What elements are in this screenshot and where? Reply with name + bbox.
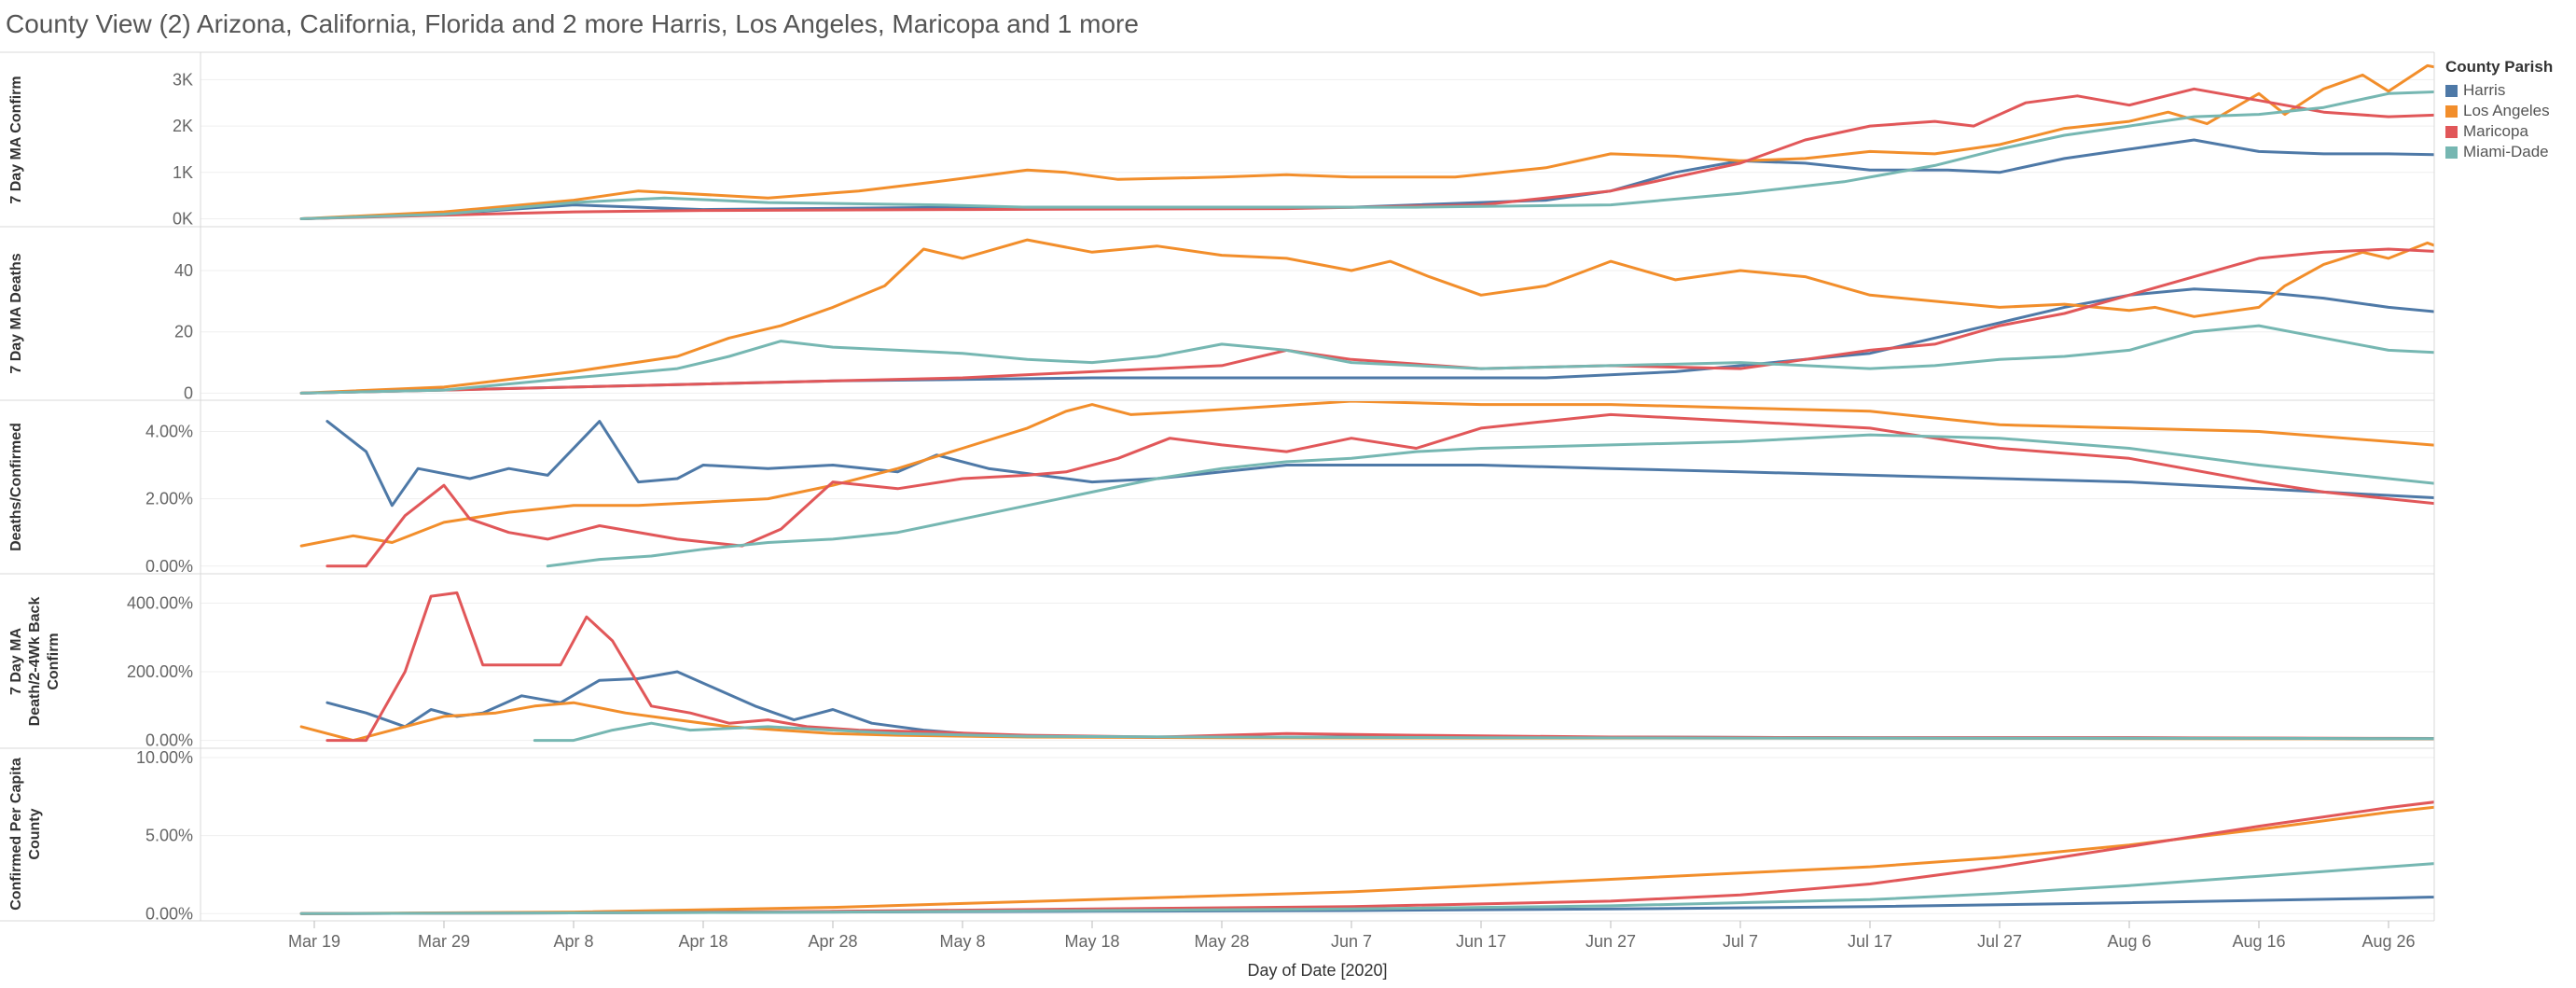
y-tick-label: 2.00% — [145, 490, 193, 508]
series-line-maricopa — [325, 412, 2434, 568]
x-tick-label: May 18 — [1064, 932, 1119, 951]
panel-4: 0.00% 200.00% 400.00% 7 Day MA Death/2-4Wk B… — [0, 591, 2434, 750]
x-tick-label: Mar 29 — [418, 932, 470, 951]
y-axis-label: County — [27, 808, 43, 859]
series-line-harris — [325, 670, 2434, 741]
x-tick-label: Jun 27 — [1586, 932, 1636, 951]
y-tick-label: 40 — [174, 261, 193, 280]
series-line-los-angeles — [299, 63, 2434, 220]
series-line-los-angeles — [299, 401, 2434, 548]
x-tick-label: Aug 6 — [2107, 932, 2151, 951]
legend-swatch — [2445, 104, 2458, 118]
y-tick-label: 3K — [173, 70, 193, 89]
legend-title: County Parish — [2445, 58, 2554, 76]
series-line-miami-dade — [299, 324, 2434, 395]
legend: County Parish Harris Los Angeles Maricopa M… — [2445, 58, 2553, 162]
x-tick-label: Apr 28 — [808, 932, 857, 951]
x-tick-label: Aug 26 — [2361, 932, 2415, 951]
y-tick-label: 400.00% — [127, 593, 193, 612]
y-axis-label: Confirm — [46, 633, 62, 689]
legend-label: Harris — [2463, 81, 2506, 99]
y-tick-label: 0 — [184, 383, 193, 402]
x-tick-label: May 28 — [1194, 932, 1249, 951]
panel-1: 0K 1K 2K 3K 7 Day MA Confirm — [0, 63, 2434, 229]
y-tick-label: 4.00% — [145, 422, 193, 440]
legend-label: Maricopa — [2463, 122, 2528, 140]
y-tick-label: 10.00% — [136, 748, 193, 767]
y-tick-label: 20 — [174, 323, 193, 341]
x-axis-title: Day of Date [2020] — [1247, 961, 1387, 980]
y-axis-label: Confirmed Per Capita — [8, 758, 24, 911]
series-line-los-angeles — [299, 805, 2434, 915]
series-line-miami-dade — [546, 433, 2434, 568]
y-tick-label: 200.00% — [127, 662, 193, 681]
legend-item-harris[interactable]: Harris — [2445, 80, 2553, 101]
legend-item-los-angeles[interactable]: Los Angeles — [2445, 101, 2553, 121]
y-tick-label: 0.00% — [145, 731, 193, 750]
y-tick-label: 0.00% — [145, 557, 193, 576]
series-line-maricopa — [299, 247, 2434, 395]
legend-label: Miami-Dade — [2463, 143, 2549, 160]
x-tick-label: Jul 17 — [1848, 932, 1892, 951]
series-line-los-angeles — [299, 238, 2434, 395]
series-line-harris — [325, 420, 2434, 508]
y-axis-label: Death/2-4Wk Back — [27, 597, 43, 727]
x-tick-label: Apr 18 — [678, 932, 727, 951]
y-tick-label: 0K — [173, 210, 193, 229]
page-title: County View (2) Arizona, California, Flo… — [6, 9, 1139, 38]
legend-swatch — [2445, 84, 2458, 97]
x-tick-label: Jun 17 — [1456, 932, 1506, 951]
y-axis-label: 7 Day MA Deaths — [8, 253, 24, 373]
x-tick-label: Jun 7 — [1331, 932, 1372, 951]
series-line-miami-dade — [299, 862, 2434, 915]
series-line-miami-dade — [533, 721, 2434, 743]
x-tick-label: Apr 8 — [553, 932, 593, 951]
y-axis-label: 7 Day MA Confirm — [8, 76, 24, 203]
x-tick-label: Jul 27 — [1977, 932, 2022, 951]
y-tick-label: 1K — [173, 163, 193, 182]
y-tick-label: 0.00% — [145, 904, 193, 923]
legend-label: Los Angeles — [2463, 102, 2550, 119]
legend-items: Harris Los Angeles Maricopa Miami-Dade — [2445, 80, 2553, 162]
y-tick-label: 2K — [173, 117, 193, 135]
x-tick-label: Jul 7 — [1723, 932, 1758, 951]
legend-swatch — [2445, 146, 2458, 159]
y-axis-label: Deaths/Confirmed — [8, 423, 24, 551]
series-line-miami-dade — [299, 90, 2434, 220]
panel-2: 0 20 40 7 Day MA Deaths — [0, 238, 2434, 402]
x-tick-label: Aug 16 — [2232, 932, 2285, 951]
y-tick-label: 5.00% — [145, 827, 193, 845]
x-tick-label: Mar 19 — [288, 932, 340, 951]
series-line-harris — [299, 287, 2434, 395]
y-axis-label: 7 Day MA — [8, 628, 24, 695]
x-tick-label: May 8 — [939, 932, 985, 951]
panel-3: 0.00% 2.00% 4.00% Deaths/Confirmed — [0, 401, 2434, 576]
panel-5: 0.00% 5.00% 10.00% Confirmed Per Capita Coun… — [0, 748, 2434, 923]
legend-item-miami-dade[interactable]: Miami-Dade — [2445, 142, 2553, 162]
legend-item-maricopa[interactable]: Maricopa — [2445, 121, 2553, 142]
legend-swatch — [2445, 125, 2458, 138]
series-line-maricopa — [299, 800, 2434, 915]
